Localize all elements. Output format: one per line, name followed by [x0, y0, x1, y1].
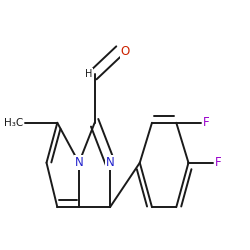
- Text: N: N: [74, 156, 83, 169]
- Text: N: N: [106, 156, 114, 169]
- Text: O: O: [121, 45, 130, 58]
- Text: H: H: [84, 69, 92, 79]
- Text: H₃C: H₃C: [4, 118, 24, 128]
- Text: F: F: [215, 156, 222, 169]
- Text: F: F: [203, 116, 209, 129]
